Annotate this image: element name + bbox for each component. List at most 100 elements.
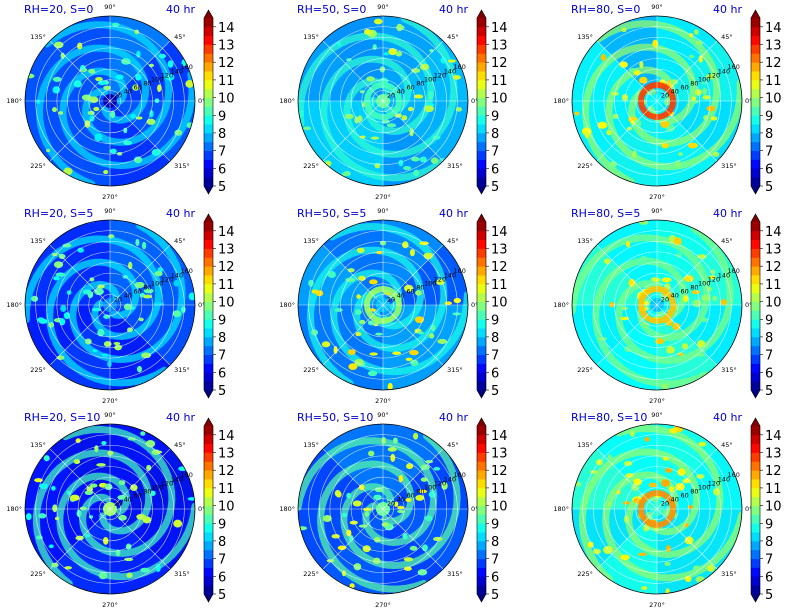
field-sector <box>383 509 468 570</box>
convective-cell <box>633 70 641 76</box>
angular-tick-label: 0° <box>198 97 205 105</box>
convective-cell <box>639 76 648 84</box>
convective-cell <box>703 115 708 121</box>
colorbar-segment <box>204 248 213 258</box>
convective-cell <box>97 328 105 337</box>
convective-cell <box>134 29 140 35</box>
colorbar-segment <box>477 319 486 329</box>
convective-cell <box>710 269 716 275</box>
colorbar-segment <box>751 549 760 560</box>
convective-cell <box>155 564 161 573</box>
angular-tick-label: 90° <box>377 411 389 419</box>
colorbar-segment <box>477 426 486 436</box>
colorbar-tick-label: 12 <box>218 260 235 275</box>
convective-cell <box>311 289 318 294</box>
angular-gridline <box>49 244 111 306</box>
colorbar-segment <box>751 177 760 187</box>
radial-tick-label: 40 <box>124 496 132 504</box>
field-sector <box>110 40 195 101</box>
radial-tick-label: 120 <box>434 479 446 487</box>
colorbar-tick-label: 9 <box>491 517 499 532</box>
convective-cell <box>621 27 627 33</box>
colorbar-segment <box>751 434 760 445</box>
colorbar-segment <box>204 26 213 37</box>
convective-cell <box>437 338 448 344</box>
colorbar-tick-label: 10 <box>218 296 235 311</box>
colorbar-tick-label: 5 <box>491 588 499 603</box>
convective-cell <box>403 165 412 171</box>
panel-title: RH=50, S=0 <box>297 3 367 16</box>
polar-axis-outline <box>24 15 196 187</box>
convective-cell <box>89 96 99 104</box>
spiral-band <box>343 16 458 158</box>
radial-tick-label: 160 <box>727 63 739 71</box>
radial-tick-label: 20 <box>387 500 395 508</box>
colorbar-segment <box>477 266 486 276</box>
convective-cell <box>422 544 428 552</box>
angular-gridline <box>322 100 384 162</box>
radial-tick-label: 160 <box>453 471 465 479</box>
colorbar-segment <box>477 106 486 116</box>
convective-cell <box>691 100 699 104</box>
spiral-band <box>316 460 428 593</box>
colorbar-tick-label: 12 <box>218 464 235 479</box>
angular-gridline <box>596 244 658 306</box>
colorbar-segment <box>751 266 760 276</box>
colorbar-extend-min <box>204 186 213 194</box>
radial-tick-label: 140 <box>444 271 456 279</box>
convective-cell <box>367 370 378 377</box>
convective-cell <box>66 490 71 496</box>
convective-cell <box>140 431 146 436</box>
colorbar-extend-max <box>751 214 760 222</box>
radial-tick-label: 80 <box>143 488 151 496</box>
colorbar-segment <box>477 26 486 37</box>
convective-cell <box>693 29 699 35</box>
colorbar-tick-label: 14 <box>765 429 782 444</box>
colorbar-segment <box>751 150 760 160</box>
panel-title: RH=80, S=0 <box>571 3 641 16</box>
colorbar-segment <box>204 345 213 356</box>
convective-cell <box>661 277 672 283</box>
colorbar-segment <box>477 549 486 560</box>
spiral-band <box>56 472 195 581</box>
convective-cell <box>701 294 711 302</box>
colorbar-tick-label: 12 <box>491 56 508 71</box>
colorbar-tick-label: 13 <box>491 243 508 258</box>
convective-cell <box>373 557 381 564</box>
field-sector <box>383 101 444 186</box>
convective-cell <box>419 156 427 163</box>
convective-cell <box>158 53 166 59</box>
convective-cell <box>676 252 682 258</box>
angular-gridline <box>656 448 718 510</box>
colorbar-tick-label: 12 <box>491 260 508 275</box>
colorbar-segment <box>477 452 486 462</box>
convective-cell <box>589 470 598 474</box>
colorbar-tick-label: 9 <box>218 517 226 532</box>
colorbar-segment <box>751 505 760 515</box>
colorbar-segment <box>477 18 486 28</box>
convective-cell <box>185 79 194 88</box>
angular-tick-label: 225° <box>577 162 593 170</box>
colorbar-tick-label: 6 <box>218 366 226 381</box>
radial-tick-label: 80 <box>143 284 151 292</box>
colorbar: 5 6 7 8 9 10 11 12 13 14 <box>203 417 235 603</box>
angular-tick-label: 315° <box>447 366 463 374</box>
colorbar-tick-label: 10 <box>765 500 782 515</box>
colorbar-segment <box>204 585 213 595</box>
colorbar-tick-label: 11 <box>765 482 782 497</box>
convective-cell <box>574 111 580 116</box>
convective-cell <box>36 535 43 540</box>
colorbar-tick-label: 8 <box>491 331 499 346</box>
panel-title: RH=20, S=5 <box>24 207 94 220</box>
colorbar-segment <box>204 141 213 152</box>
radial-tick-label: 120 <box>708 479 720 487</box>
colorbar-segment <box>477 53 486 63</box>
convective-cell <box>409 349 419 356</box>
colorbar-segment <box>204 558 213 568</box>
angular-tick-label: 0° <box>198 301 205 309</box>
convective-cell <box>112 22 120 27</box>
convective-cell <box>402 241 409 249</box>
colorbar-segment <box>477 505 486 515</box>
angular-tick-label: 315° <box>721 366 737 374</box>
